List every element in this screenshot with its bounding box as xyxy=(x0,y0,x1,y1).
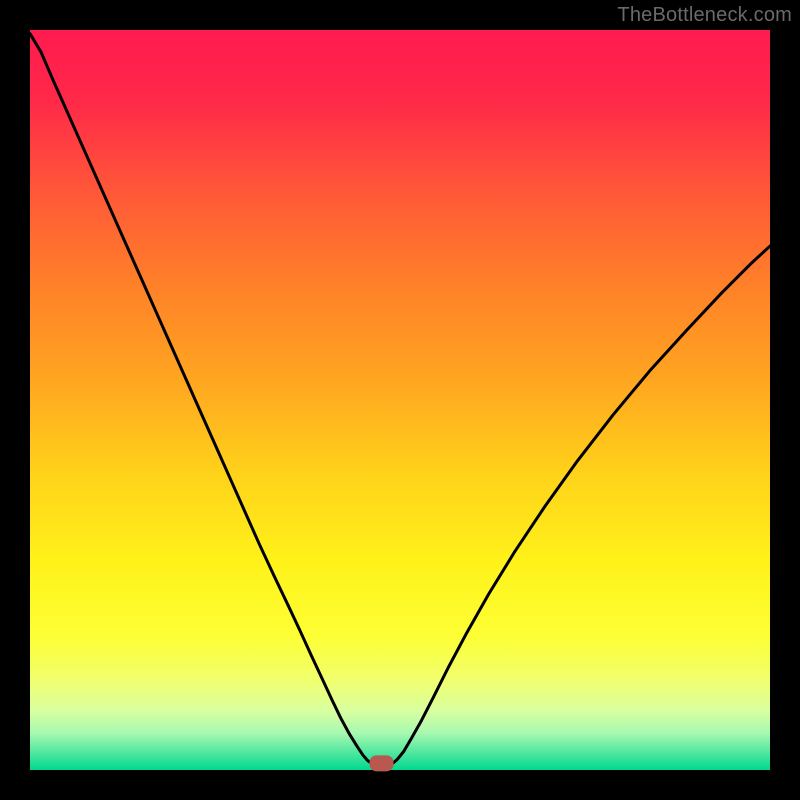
optimal-marker xyxy=(370,755,394,771)
bottleneck-chart xyxy=(0,0,800,800)
plot-area xyxy=(30,30,770,770)
watermark-text: TheBottleneck.com xyxy=(617,4,792,27)
chart-container: TheBottleneck.com xyxy=(0,0,800,800)
